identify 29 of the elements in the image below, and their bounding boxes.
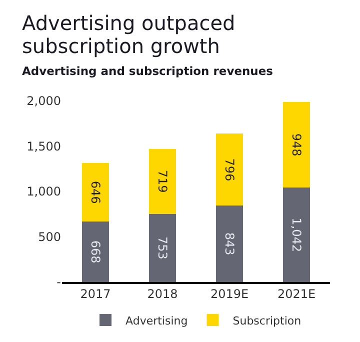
x-tick-label: 2021E xyxy=(277,287,316,302)
data-label: 668 xyxy=(88,240,102,264)
bar xyxy=(216,206,243,282)
bar xyxy=(216,134,243,206)
data-label: 1,042 xyxy=(290,218,304,252)
bar xyxy=(283,188,310,282)
x-tick-label: 2018 xyxy=(147,287,178,302)
y-tick-label: 2,000 xyxy=(26,94,61,108)
chart-subtitle: Advertising and subscription revenues xyxy=(22,64,274,78)
bar xyxy=(283,102,310,188)
bar xyxy=(82,163,109,222)
y-tick-label: 1,500 xyxy=(26,139,61,154)
y-tick-label: 500 xyxy=(38,230,61,244)
y-tick-label: 1,000 xyxy=(26,184,61,199)
legend-label: Advertising xyxy=(126,314,188,328)
data-label: 843 xyxy=(222,232,236,256)
data-label: 753 xyxy=(156,236,170,260)
y-tick-label: - xyxy=(56,275,61,290)
data-label: 719 xyxy=(156,170,170,193)
legend-label: Subscription xyxy=(232,314,302,328)
data-label: 948 xyxy=(290,133,304,156)
data-label: 796 xyxy=(222,158,236,182)
data-label: 646 xyxy=(88,180,102,204)
chart-title: Advertising outpaced subscription growth xyxy=(22,11,236,58)
bar xyxy=(149,148,176,214)
x-tick-label: 2017 xyxy=(80,287,111,302)
bar xyxy=(149,214,176,282)
bar xyxy=(82,222,109,282)
x-tick-label: 2019E xyxy=(210,287,249,302)
